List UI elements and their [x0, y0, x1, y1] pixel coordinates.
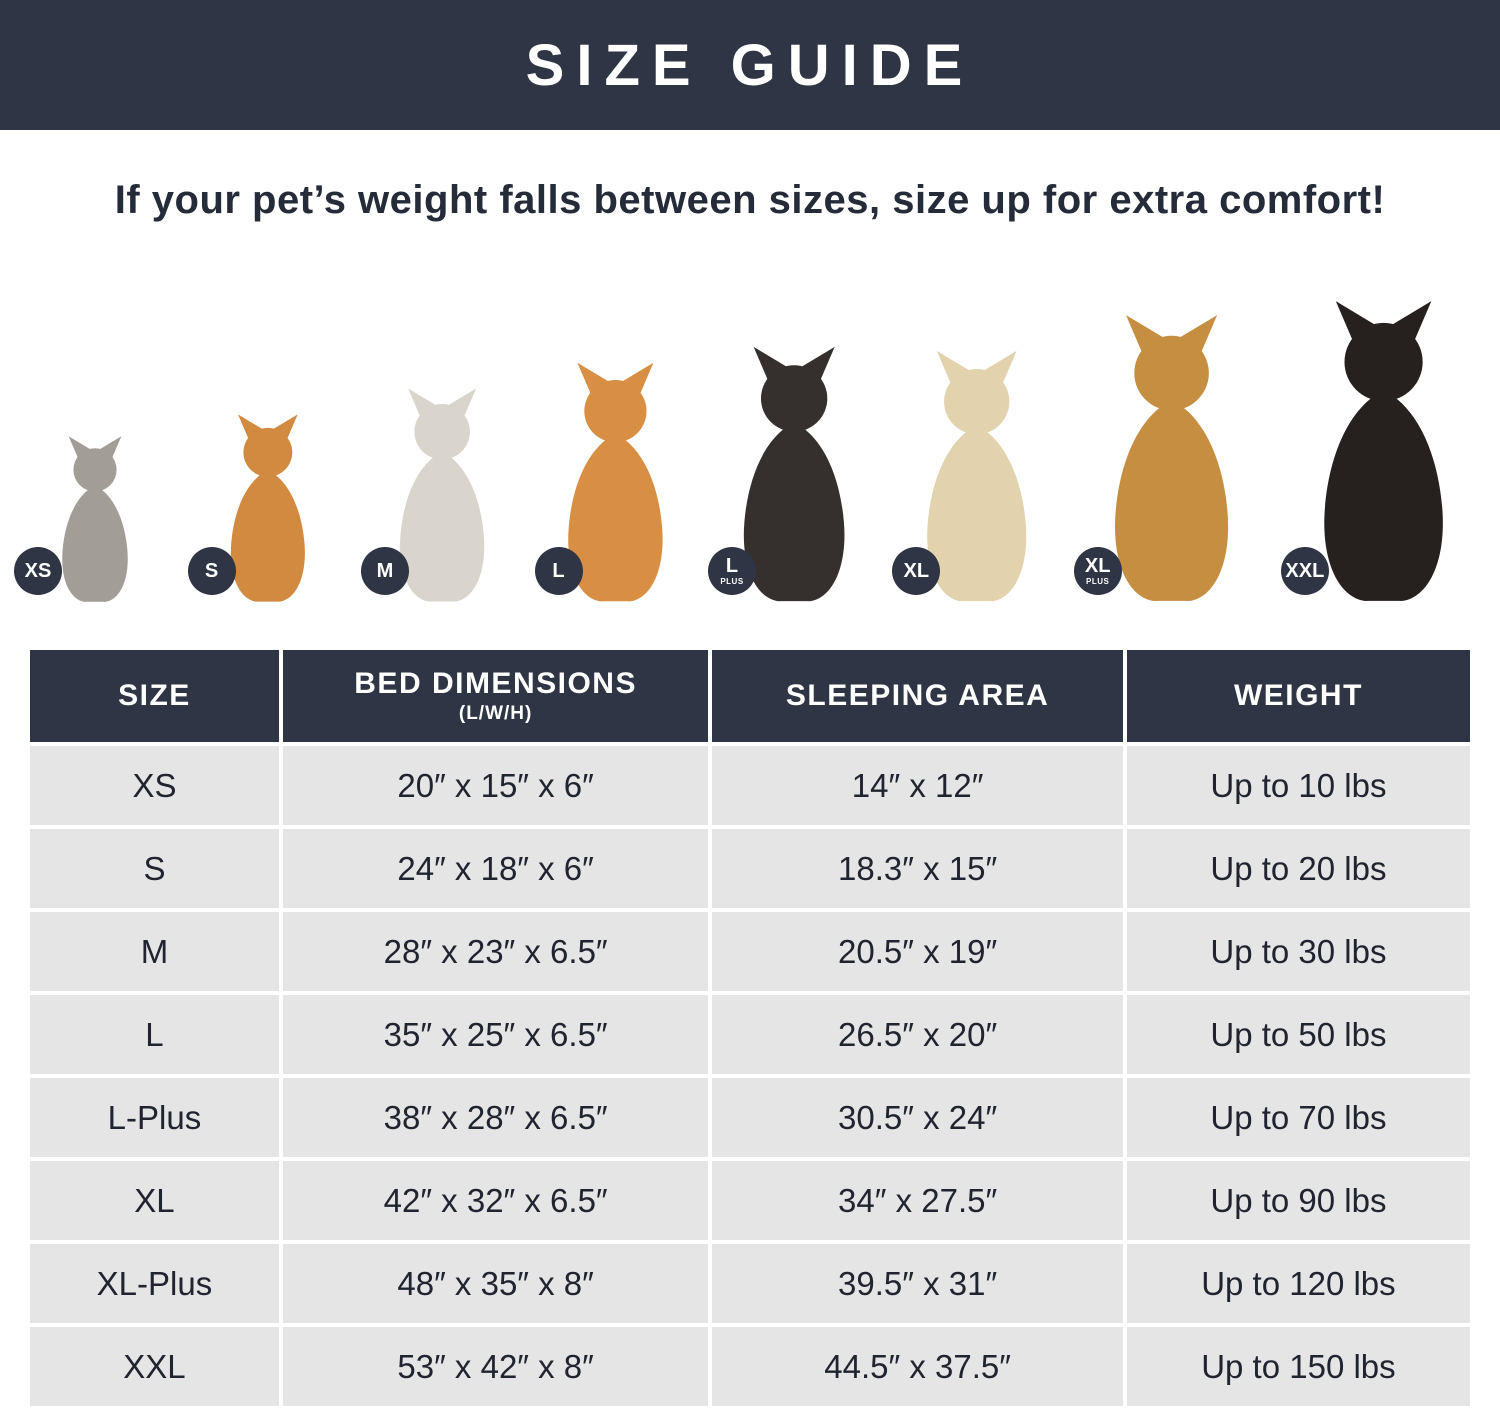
weight-cell: Up to 90 lbs	[1126, 1161, 1470, 1240]
badge-label: M	[376, 560, 394, 582]
size-badge-m: M	[361, 547, 409, 595]
weight-cell: Up to 10 lbs	[1126, 746, 1470, 825]
badge-label: L	[552, 560, 565, 582]
sleeping-area-cell: 20.5″ x 19″	[712, 912, 1123, 991]
column-header-label: SIZE	[118, 679, 191, 712]
pet-cell-xl-plus: XL PLUS	[1068, 281, 1275, 603]
badge-label: L	[725, 555, 739, 577]
pet-cell-xxl: XXL	[1275, 281, 1492, 603]
bed-dimensions-cell: 48″ x 35″ x 8″	[282, 1244, 709, 1323]
sleeping-area-cell: 34″ x 27.5″	[712, 1161, 1123, 1240]
bed-dimensions-cell: 35″ x 25″ x 6.5″	[282, 995, 709, 1074]
size-badge-s: S	[187, 547, 236, 595]
badge-sublabel: PLUS	[1086, 577, 1110, 586]
badge-label: S	[204, 560, 219, 582]
size-table: SIZE BED DIMENSIONS (L/W/H) SLEEPING ARE…	[30, 650, 1470, 1406]
size-cell: S	[30, 829, 279, 908]
size-badge-xxl: XXL	[1280, 547, 1329, 595]
size-badge-xl: XL	[892, 547, 941, 595]
size-cell: L-Plus	[30, 1078, 279, 1157]
weight-cell: Up to 120 lbs	[1126, 1244, 1470, 1323]
bed-dimensions-cell: 42″ x 32″ x 6.5″	[282, 1161, 709, 1240]
size-cell: XL-Plus	[30, 1244, 279, 1323]
size-cell: XS	[30, 746, 279, 825]
weight-cell: Up to 150 lbs	[1126, 1327, 1470, 1406]
column-header-sleeping-area: SLEEPING AREA	[712, 650, 1123, 742]
badge-label: XL	[903, 560, 930, 582]
bed-dimensions-cell: 53″ x 42″ x 8″	[282, 1327, 709, 1406]
pet-cell-s: S	[182, 281, 356, 603]
bed-dimensions-cell: 20″ x 15″ x 6″	[282, 746, 709, 825]
sleeping-area-cell: 44.5″ x 37.5″	[712, 1327, 1123, 1406]
size-cell: XXL	[30, 1327, 279, 1406]
badge-label: XL	[1084, 555, 1111, 577]
column-header-bed-dimensions: BED DIMENSIONS (L/W/H)	[282, 650, 709, 742]
badge-label: XS	[24, 560, 52, 582]
pet-cell-xl: XL	[886, 281, 1067, 603]
pet-cell-xs: XS	[8, 281, 182, 603]
size-cell: M	[30, 912, 279, 991]
size-cell: XL	[30, 1161, 279, 1240]
header-bar: SIZE GUIDE	[0, 0, 1500, 130]
sleeping-area-cell: 14″ x 12″	[712, 746, 1123, 825]
size-badge-l-plus: L PLUS	[708, 547, 756, 595]
bed-dimensions-cell: 28″ x 23″ x 6.5″	[282, 912, 709, 991]
size-badge-l: L	[534, 547, 583, 595]
weight-cell: Up to 30 lbs	[1126, 912, 1470, 991]
sleeping-area-cell: 18.3″ x 15″	[712, 829, 1123, 908]
badge-label: XXL	[1285, 560, 1325, 582]
badge-sublabel: PLUS	[720, 577, 744, 586]
column-header-label: SLEEPING AREA	[785, 679, 1050, 712]
column-header-label: BED DIMENSIONS	[354, 667, 637, 700]
weight-cell: Up to 70 lbs	[1126, 1078, 1470, 1157]
sleeping-area-cell: 30.5″ x 24″	[712, 1078, 1123, 1157]
pets-row: XS S M L	[0, 281, 1500, 603]
size-badge-xs: XS	[14, 547, 62, 595]
column-header-label: WEIGHT	[1233, 679, 1363, 712]
page-title: SIZE GUIDE	[525, 32, 975, 98]
bed-dimensions-cell: 24″ x 18″ x 6″	[282, 829, 709, 908]
column-header-sublabel: (L/W/H)	[458, 703, 533, 724]
pet-cell-l: L	[529, 281, 703, 603]
size-cell: L	[30, 995, 279, 1074]
subtitle: If your pet’s weight falls between sizes…	[114, 178, 1386, 222]
sleeping-area-cell: 26.5″ x 20″	[712, 995, 1123, 1074]
pet-cell-m: M	[355, 281, 529, 603]
weight-cell: Up to 50 lbs	[1126, 995, 1470, 1074]
weight-cell: Up to 20 lbs	[1126, 829, 1470, 908]
column-header-size: SIZE	[30, 650, 279, 742]
pet-cell-l-plus: L PLUS	[702, 281, 886, 603]
sleeping-area-cell: 39.5″ x 31″	[712, 1244, 1123, 1323]
column-header-weight: WEIGHT	[1126, 650, 1470, 742]
size-badge-xl-plus: XL PLUS	[1073, 547, 1122, 595]
bed-dimensions-cell: 38″ x 28″ x 6.5″	[282, 1078, 709, 1157]
